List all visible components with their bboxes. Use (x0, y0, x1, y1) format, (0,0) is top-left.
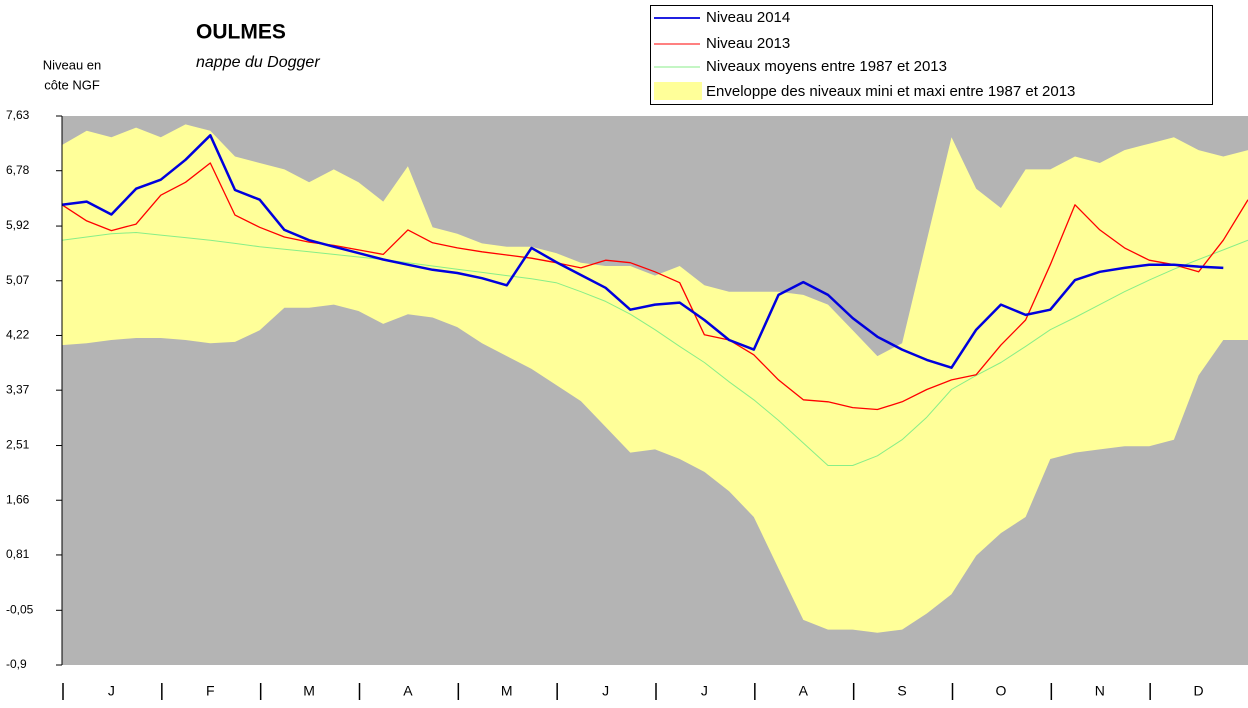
x-tick-label: J (108, 683, 115, 699)
x-tick-label: A (403, 683, 413, 699)
x-tick-label: O (995, 683, 1006, 699)
x-tick-label: F (206, 683, 215, 699)
y-tick-label: -0,05 (6, 602, 34, 616)
y-axis-label: côte NGF (44, 77, 100, 92)
y-tick-label: 5,07 (6, 273, 30, 287)
legend-swatch (654, 82, 702, 100)
legend-box (650, 5, 1213, 105)
y-axis-label: Niveau en (43, 57, 102, 72)
y-tick-label: 5,92 (6, 218, 30, 232)
y-tick-label: 0,81 (6, 547, 30, 561)
x-tick-label: J (602, 683, 609, 699)
chart-subtitle: nappe du Dogger (196, 54, 320, 71)
x-tick-label: N (1095, 683, 1105, 699)
chart-title: OULMES (196, 21, 286, 44)
y-tick-label: 3,37 (6, 382, 30, 396)
y-tick-label: 2,51 (6, 438, 30, 452)
y-tick-label: 7,63 (6, 108, 30, 122)
line (61, 162, 1248, 411)
y-tick-label: 4,22 (6, 328, 30, 342)
x-tick-label: S (897, 683, 906, 699)
legend-label: Niveau 2013 (706, 35, 790, 52)
y-tick-label: 1,66 (6, 492, 30, 506)
line (61, 134, 1224, 369)
y-tick-label: -0,9 (6, 657, 27, 671)
legend-label: Niveaux moyens entre 1987 et 2013 (706, 58, 947, 75)
legend-label: Enveloppe des niveaux mini et maxi entre… (706, 83, 1075, 100)
x-tick-label: M (303, 683, 315, 699)
x-tick-label: J (701, 683, 708, 699)
legend-label: Niveau 2014 (706, 9, 790, 26)
line (61, 232, 1248, 466)
x-tick-label: A (799, 683, 809, 699)
y-tick-label: 6,78 (6, 163, 30, 177)
area (62, 304, 1248, 665)
x-tick-label: M (501, 683, 513, 699)
x-tick-label: D (1194, 683, 1204, 699)
